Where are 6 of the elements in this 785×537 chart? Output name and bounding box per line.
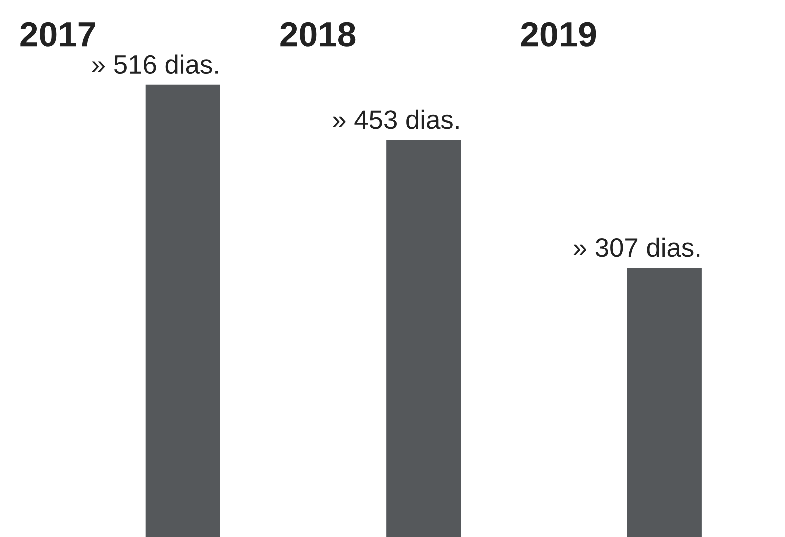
data-label: » 453 dias. [333,110,459,130]
x-tick-label: 2018 [280,22,356,47]
x-tick-label: 2019 [521,22,596,47]
data-label: » 516 dias. [92,54,218,74]
data-label: » 307 dias. [574,238,700,258]
x-tick-label: 2017 [20,22,96,47]
